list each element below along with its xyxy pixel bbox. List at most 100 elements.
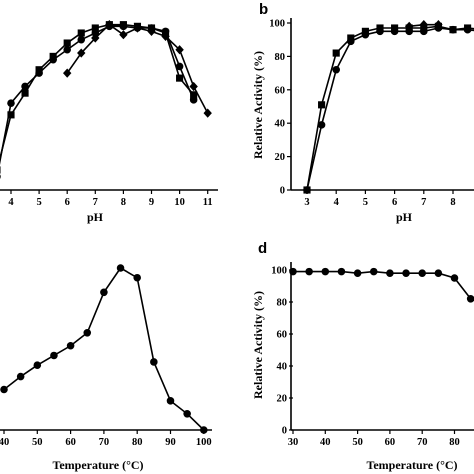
panel-b-x-tick-label: 6	[392, 197, 397, 208]
panel-b-series-circle-point	[449, 25, 457, 34]
panel-d-y-tick-label: 60	[277, 330, 288, 341]
panel-c-series-circle-point	[166, 397, 175, 405]
panel-c-series-circle-point	[150, 358, 158, 366]
panel-b-x-tick-label: 5	[363, 197, 368, 208]
panel-d-series-circle-point	[418, 269, 426, 277]
panel-a-series-diamond-point	[105, 20, 114, 30]
panel-d-x-tick-label: 60	[385, 437, 396, 448]
panel-d-y-tick-label: 0	[282, 426, 287, 437]
panel-b-series-circle-point	[390, 27, 399, 36]
panel-d-series-circle-point	[466, 295, 474, 303]
panel-b-series-diamond-point	[419, 20, 428, 30]
panel-b-x-tick-label: 8	[450, 197, 455, 208]
panel-a-series-diamond-point	[189, 81, 198, 92]
panel-c-series-circle-point	[66, 341, 75, 350]
panel-b-series-diamond-point	[405, 21, 414, 31]
panel-b-series-circle-point	[317, 121, 326, 129]
panel-c-series-circle-point	[33, 361, 42, 369]
panel-a-series-circle-point	[21, 82, 29, 91]
panel-b-series-circle-point	[303, 186, 311, 194]
panel-c-series-circle-point	[116, 264, 125, 272]
panel-b-x-tick-label: 7	[421, 197, 426, 208]
panel-b-x-tick-label: 3	[304, 197, 309, 208]
panel-b-y-tick-label: 100	[269, 19, 285, 30]
panel-d-series-circle-line	[293, 270, 472, 300]
panel-b-x-tick-label: 4	[334, 197, 340, 208]
panel-b-series-circle-point	[376, 27, 384, 36]
panel-a-series-square-point	[0, 166, 1, 174]
panel-c-chart: 40 50 60 70 80 90 100 Temperature (°C)	[0, 264, 212, 472]
panel-a-series-diamond-point	[77, 48, 86, 58]
panel-b-series-square-point	[332, 49, 340, 57]
panel-c-x-axis-label: Temperature (°C)	[52, 458, 143, 472]
panel-a-series-circle-point	[77, 35, 86, 44]
panel-a-series-circle-point	[0, 174, 1, 179]
panel-b-series-circle-point	[361, 30, 370, 39]
panel-a-x-tick-label: 10	[174, 197, 185, 208]
panel-b-y-ticks: 0 20 40 60 80 100	[269, 19, 291, 197]
panel-b-x-ticks: 3456789	[304, 190, 456, 208]
panel-a-series-square-line	[0, 23, 195, 162]
panel-c-x-tick-label: 100	[196, 437, 212, 448]
panel-c-series-circle-point	[50, 351, 58, 360]
panel-a-x-tick-label: 5	[36, 197, 41, 208]
panel-a-x-tick-label: 11	[203, 197, 213, 208]
panel-d-y-tick-label: 40	[277, 362, 288, 373]
panel-d-series-circle-point	[434, 269, 443, 277]
panel-b-y-tick-label: 0	[280, 186, 285, 197]
panel-a-series-circle-point	[119, 22, 128, 31]
panel-a-series-circle-point	[189, 96, 198, 104]
panel-d-x-axis-label: Temperature (°C)	[366, 458, 457, 472]
panel-a-series-diamond-point	[133, 23, 142, 33]
panel-c-x-ticks: 40 50 60 70 80 90 100	[0, 430, 212, 448]
panel-a-series-circle-line	[0, 25, 195, 165]
panel-a-series-diamond-line	[66, 23, 209, 114]
panel-d-series	[289, 267, 474, 303]
panel-a-chart: 4 5 6 7 8 9 10 11 pH	[0, 20, 218, 224]
panel-a-series-diamond-point	[119, 30, 128, 40]
panel-c-x-tick-label: 70	[99, 437, 110, 448]
panel-a-series-circle-point	[175, 62, 184, 71]
panel-a-x-tick-label: 7	[93, 197, 98, 208]
panel-d-y-tick-label: 20	[277, 394, 288, 405]
panel-b-series-circle-point	[463, 25, 472, 34]
panel-d-x-tick-label: 70	[417, 437, 428, 448]
panel-d-x-tick-label: 80	[449, 437, 460, 448]
panel-b-y-tick-label: 40	[275, 119, 286, 130]
panel-b-series-circle-point	[405, 27, 413, 36]
panel-d-x-tick-label: 30	[288, 437, 299, 448]
panel-a-x-tick-label: 4	[8, 197, 14, 208]
panel-b-y-tick-label: 60	[275, 85, 286, 96]
panel-a-series-diamond-point	[63, 68, 72, 78]
panel-c-series-circle-point	[100, 288, 108, 297]
panel-b-series-circle-point	[332, 65, 340, 74]
panel-a-series-diamond-point	[91, 33, 100, 43]
panel-c-series-circle-point	[0, 385, 8, 394]
panel-a-x-tick-label: 9	[149, 197, 154, 208]
panel-c-series-circle-point	[183, 410, 191, 418]
panel-a-series-circle-point	[49, 55, 57, 64]
panel-a-series-square-point	[176, 74, 184, 82]
panel-a-series-circle-point	[7, 99, 15, 107]
panel-a-series-diamond-point	[203, 108, 212, 118]
panel-a-series-circle-point	[63, 45, 71, 54]
panel-d-series-circle-point	[337, 267, 346, 276]
panel-d-y-tick-label: 80	[277, 298, 288, 309]
panel-c-x-tick-label: 50	[32, 437, 43, 448]
panel-b-x-axis-label: pH	[396, 210, 413, 224]
panel-d-tag: d	[258, 240, 267, 257]
panel-d-series-circle-point	[386, 269, 394, 277]
panel-a-x-ticks: 4 5 6 7 8 9 10 11	[8, 190, 213, 208]
panel-d-series-circle-point	[353, 269, 362, 277]
panel-b-series-diamond-point	[434, 20, 443, 30]
panel-b-series	[303, 20, 474, 194]
panel-a-series	[0, 20, 212, 179]
panel-b-y-tick-label: 80	[275, 52, 286, 63]
panel-a-x-tick-label: 6	[65, 197, 70, 208]
panel-c-x-tick-label: 80	[132, 437, 143, 448]
panel-d-x-tick-label: 50	[352, 437, 363, 448]
panel-c-x-axis-label-text: Temperature (°C)	[52, 458, 143, 472]
panel-b-series-circle-point	[347, 37, 355, 46]
panel-b-y-tick-label: 20	[275, 152, 286, 163]
panel-c-x-tick-label: 60	[65, 437, 76, 448]
